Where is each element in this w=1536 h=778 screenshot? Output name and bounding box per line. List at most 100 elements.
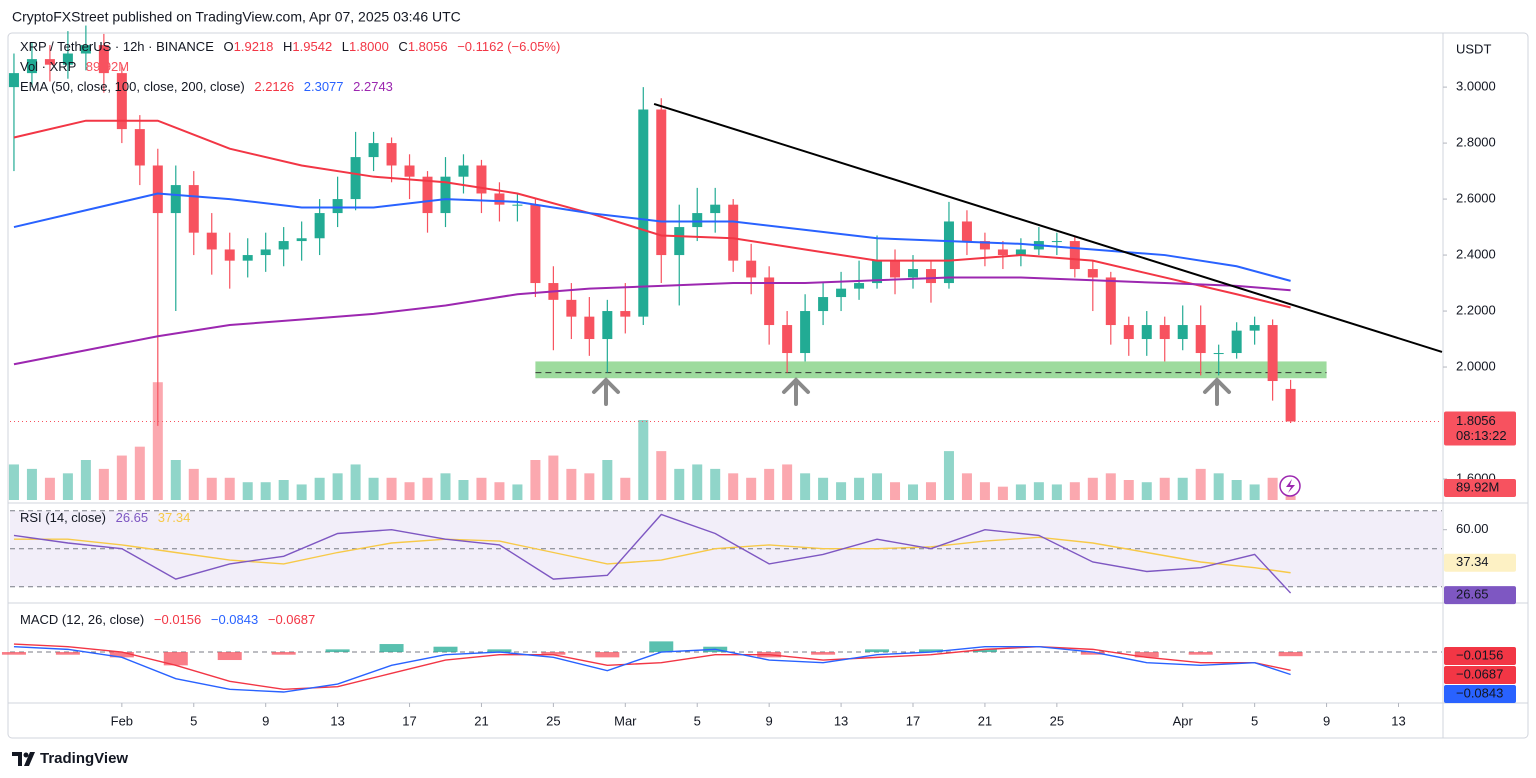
- candle-body: [404, 165, 415, 177]
- y-tick-label: 2.0000: [1456, 358, 1496, 373]
- signal-value: −0.0687: [268, 612, 315, 627]
- volume-bar: [1267, 477, 1278, 500]
- volume-bar: [440, 473, 451, 500]
- x-tick-label: 9: [766, 713, 773, 728]
- legend: XRP / TetherUS · 12h · BINANCE O1.9218 H…: [20, 39, 560, 54]
- candle-body: [890, 260, 901, 278]
- candle-body: [116, 73, 127, 130]
- volume-bar: [638, 420, 649, 500]
- volume-bar: [854, 477, 865, 500]
- candle-body: [1141, 325, 1152, 340]
- macd-histogram-bar: [1188, 652, 1213, 655]
- volume-bar: [674, 468, 685, 500]
- candle-body: [656, 109, 667, 256]
- trend-line: [653, 102, 1443, 353]
- volume-bar: [764, 468, 775, 500]
- volume-bar: [224, 477, 235, 500]
- macd-histogram-bar: [433, 646, 458, 653]
- candle-body: [943, 221, 954, 284]
- volume-label: 89.92M: [1456, 479, 1499, 494]
- macd-histogram-bar: [918, 649, 943, 653]
- rsi-legend: RSI (14, close) 26.65 37.34: [20, 510, 190, 525]
- volume-bar: [1195, 468, 1206, 500]
- support-zone: [535, 361, 1327, 379]
- candle-body: [1195, 325, 1206, 354]
- x-tick-label: 25: [1050, 713, 1064, 728]
- x-tick-label: 13: [834, 713, 848, 728]
- histogram-value: −0.0156: [154, 612, 201, 627]
- candle-body: [8, 73, 19, 88]
- candle-body: [908, 269, 919, 278]
- macd-histogram-bar: [1080, 652, 1105, 655]
- volume-bar: [404, 482, 415, 500]
- volume-bar: [98, 468, 109, 500]
- candle-body: [476, 165, 487, 194]
- y-tick-label: 2.8000: [1456, 135, 1496, 150]
- ema-line: [13, 119, 1291, 309]
- volume-bar: [692, 464, 703, 500]
- o-label: O: [224, 39, 234, 54]
- volume-bar: [1087, 477, 1098, 500]
- ema-title: EMA (50, close, 100, close, 200, close): [20, 79, 245, 94]
- volume-bar: [728, 473, 739, 500]
- x-tick-label: Apr: [1173, 713, 1194, 728]
- candle-body: [368, 143, 379, 158]
- candle-body: [278, 241, 289, 250]
- volume-bar: [836, 482, 847, 500]
- candle-body: [134, 129, 145, 166]
- volume-bar: [1033, 482, 1044, 500]
- candle-body: [62, 53, 73, 65]
- countdown: 08:13:22: [1456, 428, 1507, 443]
- c-label: C: [398, 39, 407, 54]
- symbol: XRP / TetherUS · 12h · BINANCE: [20, 39, 214, 54]
- x-tick-label: 21: [978, 713, 992, 728]
- rsi-ma-label-box: [1444, 553, 1516, 572]
- candle-body: [620, 311, 631, 317]
- volume-bar: [350, 464, 361, 500]
- volume-bar: [1069, 482, 1080, 500]
- candle-body: [224, 249, 235, 261]
- macd-histogram-bar: [271, 652, 296, 655]
- ema-value: 2.2126: [254, 79, 294, 94]
- volume-bar: [1231, 480, 1242, 500]
- volume-bar: [925, 482, 936, 500]
- x-tick-label: Feb: [111, 713, 133, 728]
- candle-body: [98, 45, 109, 74]
- brand-logo-dot: [23, 752, 29, 758]
- macd-histogram-bar: [865, 649, 890, 653]
- rsi-value: 26.65: [116, 510, 149, 525]
- candle-body: [422, 176, 433, 214]
- volume-bar: [332, 473, 343, 500]
- macd-histogram-bar: [649, 641, 674, 653]
- volume-bar: [800, 473, 811, 500]
- volume-bar: [818, 477, 829, 500]
- candle-body: [332, 199, 343, 214]
- volume-bar: [943, 451, 954, 500]
- arrow: [592, 377, 620, 406]
- volume-bar: [1285, 496, 1296, 500]
- candle-body: [638, 109, 649, 317]
- ema-legend: EMA (50, close, 100, close, 200, close) …: [20, 79, 393, 94]
- volume-bar: [548, 455, 559, 500]
- volume-bar: [458, 480, 469, 500]
- l-label: L: [342, 39, 349, 54]
- volume-bar: [908, 484, 919, 500]
- candle-body: [1177, 325, 1188, 340]
- volume-bar: [116, 455, 127, 500]
- candle-body: [782, 325, 793, 354]
- low: 1.8000: [349, 39, 389, 54]
- candle-body: [296, 238, 307, 242]
- volume-bar: [602, 460, 613, 500]
- h-label: H: [283, 39, 292, 54]
- x-tick-label: 5: [1251, 713, 1258, 728]
- candle-body: [1231, 330, 1242, 354]
- brand: TradingView: [12, 750, 128, 767]
- candle-body: [170, 185, 181, 214]
- volume-bar: [997, 486, 1008, 500]
- candle-body: [1105, 277, 1116, 326]
- candle-body: [494, 193, 505, 205]
- volume-bar: [260, 482, 271, 500]
- macd-histogram-bar: [163, 652, 188, 666]
